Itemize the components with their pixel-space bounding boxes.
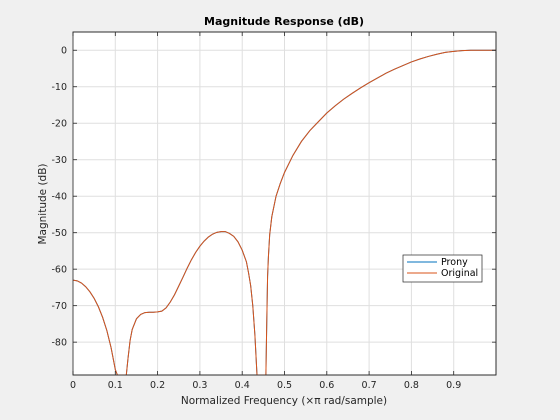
x-tick-label: 0.9	[446, 380, 461, 391]
x-tick-label: 0.6	[319, 380, 334, 391]
x-tick-label: 0.7	[362, 380, 377, 391]
y-tick-label: -80	[51, 338, 67, 349]
y-tick-label: -20	[51, 119, 67, 130]
legend-box	[402, 254, 483, 283]
y-tick-label: 0	[61, 46, 67, 57]
y-axis-ticks: 0 -10 -20 -30 -40 -50 -60 -70 -80	[51, 46, 496, 349]
chart-title: Magnitude Response (dB)	[204, 15, 364, 28]
legend-label-original: Original	[441, 268, 478, 279]
y-grid	[73, 49, 496, 343]
x-tick-label: 0	[70, 380, 76, 391]
legend-label-prony: Prony	[441, 257, 468, 268]
x-tick-label: 0.4	[235, 380, 250, 391]
x-axis-label: Normalized Frequency (×π rad/sample)	[181, 395, 387, 407]
y-tick-label: -70	[51, 301, 67, 312]
y-tick-label: -50	[51, 228, 67, 239]
x-tick-label: 0.8	[404, 380, 419, 391]
legend[interactable]: Prony Original	[402, 254, 483, 283]
y-tick-label: -60	[51, 265, 67, 276]
x-tick-label: 0.3	[192, 380, 207, 391]
x-tick-label: 0.1	[108, 380, 123, 391]
y-axis-label: Magnitude (dB)	[37, 163, 49, 244]
y-tick-label: -40	[51, 192, 67, 203]
series-layer	[73, 49, 496, 375]
y-tick-label: -30	[51, 155, 67, 166]
x-tick-label: 0.5	[277, 380, 292, 391]
x-grid	[72, 32, 455, 375]
series-line-original	[73, 49, 496, 375]
x-axis-ticks: 0 0.1 0.2 0.3 0.4 0.5 0.6 0.7 0.8 0.9	[70, 32, 461, 391]
x-tick-label: 0.2	[150, 380, 165, 391]
y-tick-label: -10	[51, 82, 67, 93]
